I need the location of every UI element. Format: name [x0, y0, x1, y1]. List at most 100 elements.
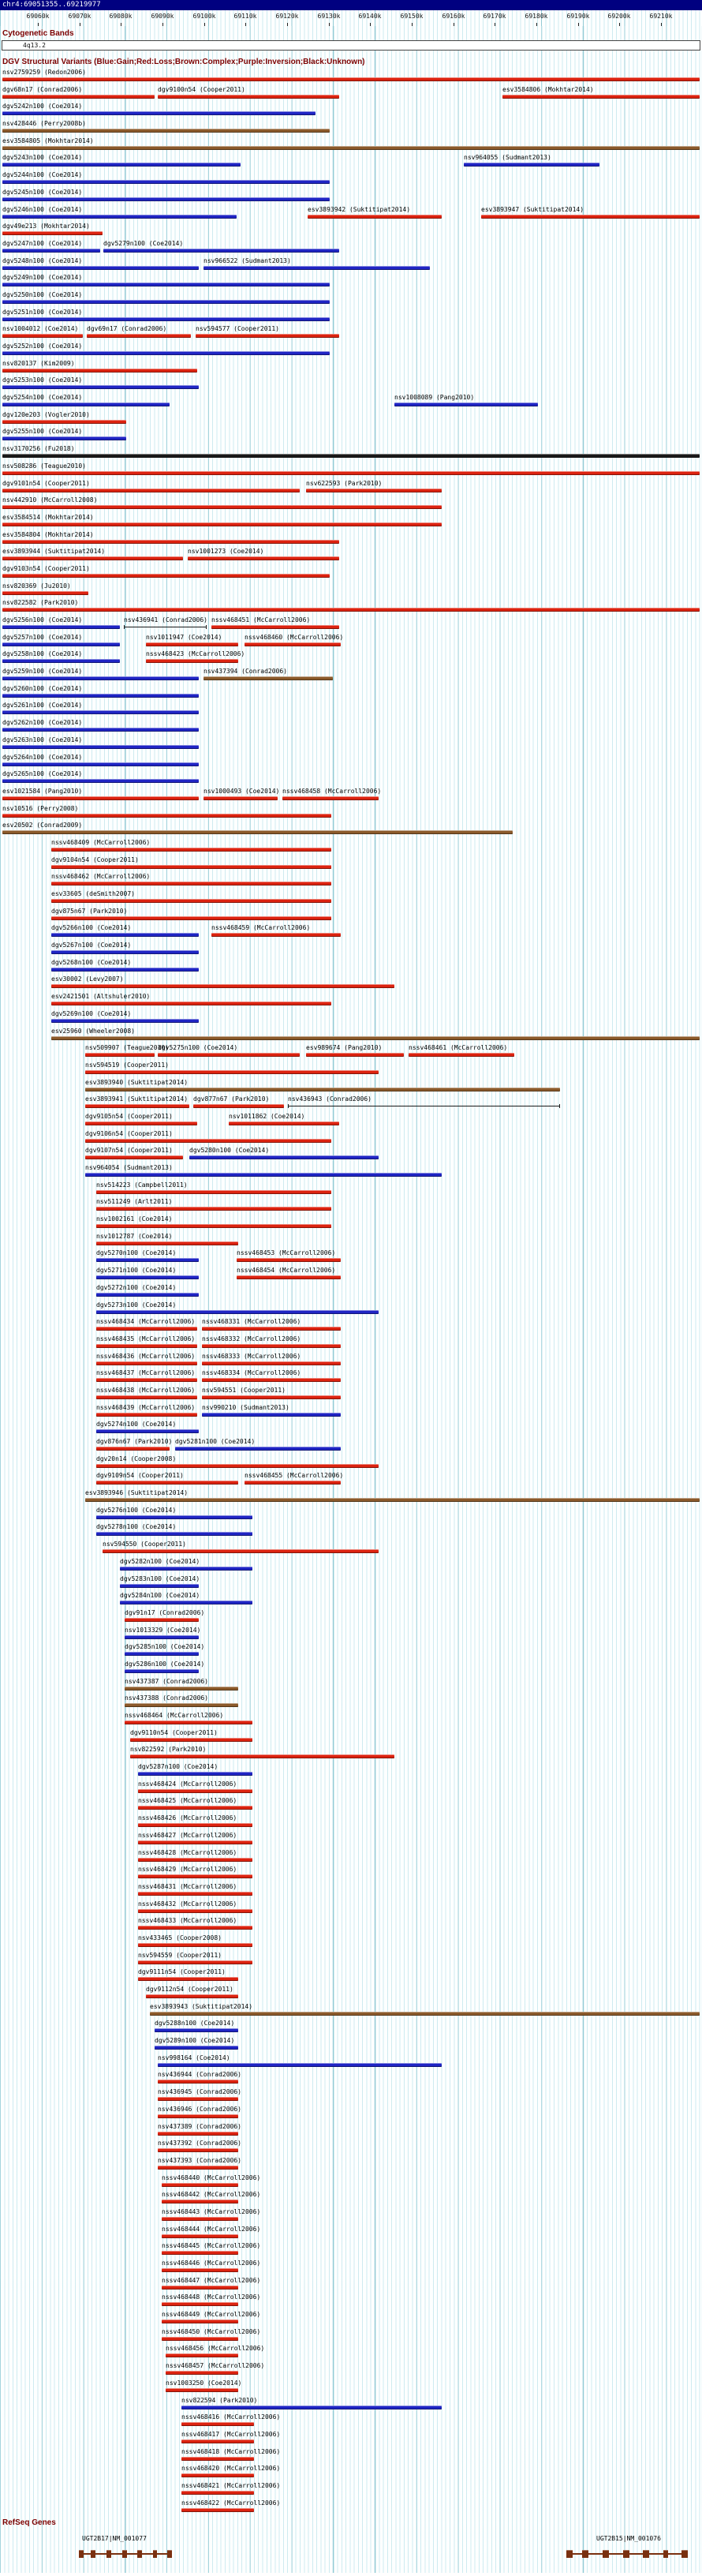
variant-bar[interactable]	[202, 1378, 341, 1383]
variant-bar[interactable]	[96, 1515, 252, 1519]
variant-bar[interactable]	[211, 625, 339, 629]
variant-bar[interactable]	[96, 1275, 199, 1280]
variant-bar[interactable]	[125, 1652, 199, 1657]
variant-bar[interactable]	[158, 2080, 238, 2084]
variant-bar[interactable]	[96, 1447, 170, 1451]
variant-bar[interactable]	[85, 1053, 155, 1058]
gene-exon[interactable]	[681, 2550, 688, 2559]
variant-bar[interactable]	[130, 1754, 394, 1759]
variant-bar[interactable]	[162, 2268, 238, 2272]
variant-bar[interactable]	[120, 1566, 252, 1571]
variant-bar[interactable]	[51, 1018, 199, 1023]
variant-bar[interactable]	[125, 1720, 252, 1724]
variant-bar[interactable]	[2, 608, 700, 612]
variant-bar[interactable]	[196, 334, 339, 339]
variant-bar[interactable]	[138, 1874, 252, 1879]
variant-bar[interactable]	[155, 2046, 238, 2050]
variant-bar[interactable]	[211, 933, 341, 938]
variant-bar[interactable]	[96, 1532, 252, 1537]
variant-bar[interactable]	[51, 899, 331, 903]
variant-bar[interactable]	[2, 419, 126, 424]
variant-bar[interactable]	[2, 197, 330, 201]
variant-bar[interactable]	[2, 385, 199, 390]
variant-bar[interactable]	[103, 248, 339, 253]
variant-bar[interactable]	[175, 1447, 341, 1451]
variant-bar[interactable]	[2, 488, 300, 492]
variant-bar[interactable]	[2, 573, 330, 578]
variant-bar[interactable]	[2, 163, 241, 167]
variant-bar[interactable]	[158, 2165, 238, 2170]
variant-bar[interactable]	[2, 77, 700, 81]
variant-bar[interactable]	[181, 2456, 254, 2461]
variant-bar[interactable]	[162, 2285, 238, 2290]
variant-bar[interactable]	[96, 1395, 197, 1399]
variant-bar[interactable]	[146, 1994, 238, 1998]
gene-exon[interactable]	[122, 2550, 128, 2559]
variant-bar[interactable]	[181, 2439, 254, 2443]
variant-bar[interactable]	[2, 436, 126, 441]
variant-bar[interactable]	[282, 796, 379, 800]
variant-bar[interactable]	[96, 1361, 197, 1365]
variant-bar[interactable]	[162, 2320, 238, 2324]
variant-bar[interactable]	[166, 2371, 238, 2376]
variant-bar[interactable]	[158, 2131, 238, 2136]
variant-bar[interactable]	[158, 94, 339, 99]
variant-bar[interactable]	[2, 728, 199, 732]
variant-bar[interactable]	[125, 1617, 199, 1622]
variant-bar[interactable]	[193, 1104, 284, 1109]
variant-bar[interactable]	[162, 2182, 238, 2187]
gene-exon[interactable]	[663, 2550, 669, 2559]
variant-bar[interactable]	[394, 402, 538, 407]
variant-bar[interactable]	[2, 676, 199, 681]
variant-bar[interactable]	[202, 1343, 341, 1348]
variant-bar[interactable]	[138, 1857, 252, 1862]
variant-bar[interactable]	[2, 351, 330, 355]
variant-bar[interactable]	[2, 744, 199, 749]
gene-exon[interactable]	[643, 2550, 649, 2559]
variant-bar[interactable]	[51, 882, 331, 886]
variant-bar[interactable]	[96, 1412, 197, 1417]
variant-bar[interactable]	[51, 864, 331, 869]
variant-bar[interactable]	[162, 2233, 238, 2238]
variant-bar[interactable]	[2, 813, 331, 818]
variant-bar[interactable]	[181, 2473, 254, 2478]
variant-bar[interactable]	[2, 454, 700, 459]
variant-bar[interactable]	[138, 1942, 252, 1947]
variant-bar[interactable]	[85, 1498, 700, 1503]
variant-bar[interactable]	[2, 590, 88, 595]
variant-bar[interactable]	[138, 1840, 252, 1844]
variant-bar[interactable]	[146, 659, 238, 664]
variant-bar[interactable]	[158, 2097, 238, 2102]
variant-bar[interactable]	[245, 1481, 341, 1485]
variant-bar[interactable]	[409, 1053, 514, 1058]
variant-bar[interactable]	[2, 762, 199, 766]
variant-bar[interactable]	[85, 1155, 183, 1160]
variant-bar[interactable]	[162, 2302, 238, 2307]
variant-bar[interactable]	[120, 1583, 199, 1588]
variant-bar[interactable]	[85, 1173, 442, 1177]
variant-bar[interactable]	[2, 248, 100, 253]
gene-exon[interactable]	[566, 2550, 573, 2559]
variant-bar[interactable]	[2, 368, 197, 373]
variant-bar[interactable]	[138, 1960, 252, 1964]
variant-bar[interactable]	[2, 180, 330, 185]
variant-bar[interactable]	[125, 1634, 199, 1639]
variant-bar[interactable]	[202, 1412, 341, 1417]
variant-bar[interactable]	[96, 1224, 331, 1229]
gene-exon[interactable]	[106, 2550, 112, 2559]
variant-bar[interactable]	[158, 1053, 300, 1058]
variant-bar[interactable]	[204, 796, 278, 800]
variant-bar[interactable]	[188, 556, 339, 561]
variant-bar[interactable]	[2, 231, 103, 236]
variant-bar[interactable]	[2, 556, 183, 561]
variant-bar[interactable]	[158, 2062, 442, 2067]
variant-bar[interactable]	[2, 470, 700, 475]
variant-bar[interactable]	[138, 1788, 252, 1793]
variant-bar[interactable]	[85, 1069, 379, 1074]
variant-bar[interactable]	[2, 111, 316, 116]
variant-bar[interactable]	[96, 1429, 199, 1434]
variant-bar[interactable]	[2, 539, 339, 544]
variant-bar[interactable]	[181, 2490, 254, 2495]
variant-bar[interactable]	[85, 1104, 189, 1109]
variant-bar[interactable]	[2, 316, 330, 321]
